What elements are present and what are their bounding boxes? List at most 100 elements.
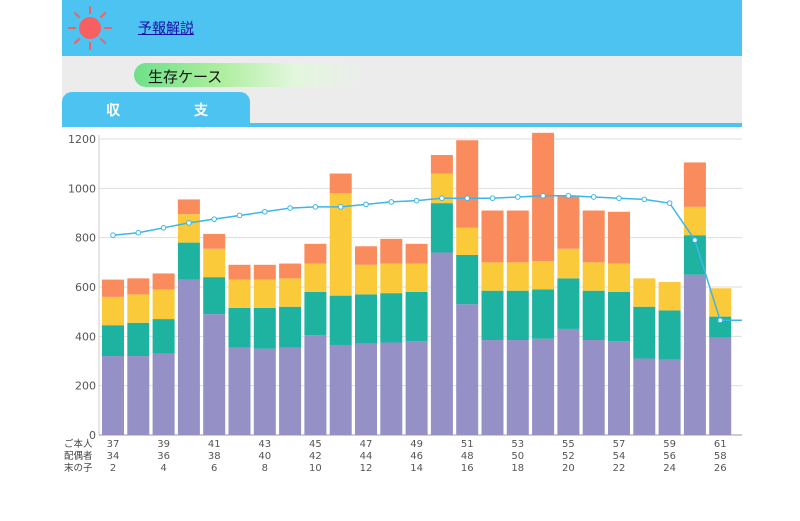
- header-bar: 予報解説: [62, 0, 742, 56]
- bar-segment: [608, 341, 630, 435]
- bar-segment: [405, 291, 428, 342]
- bar-segment: [633, 278, 656, 307]
- y-tick-label: 1200: [68, 133, 96, 146]
- bar-segment: [658, 359, 681, 435]
- bar-segment: [102, 356, 124, 435]
- bar-segment: [279, 278, 302, 307]
- line-point: [413, 197, 420, 204]
- line-point: [186, 220, 192, 226]
- bar-segment: [279, 263, 302, 279]
- sun-icon: [68, 6, 112, 50]
- bar-segment: [177, 199, 200, 215]
- line-point: [110, 232, 116, 238]
- x-tick-label: 54: [613, 451, 626, 462]
- forecast-explanation-link[interactable]: 予報解説: [138, 21, 194, 37]
- line-point: [160, 225, 167, 231]
- line-point: [666, 200, 673, 206]
- bar-segment: [102, 296, 124, 326]
- line-point: [590, 194, 597, 200]
- bar-segment: [253, 307, 276, 349]
- bar-segment: [405, 341, 428, 435]
- bar-segment: [355, 343, 377, 435]
- bar-segment: [380, 293, 403, 343]
- bar-segment: [253, 348, 276, 435]
- bar-segment: [506, 262, 529, 291]
- bar-segment: [380, 342, 403, 435]
- line-point: [565, 192, 572, 199]
- x-tick-label: 36: [157, 451, 170, 462]
- x-tick-label: 58: [714, 451, 727, 462]
- bar-segment: [557, 195, 580, 249]
- x-tick-label: 42: [309, 451, 322, 462]
- x-tick-label: 57: [613, 439, 626, 450]
- bar-segment: [355, 264, 377, 295]
- x-tick-label: 59: [663, 439, 676, 450]
- bar-segment: [658, 282, 681, 311]
- x-tick-label: 14: [410, 463, 423, 474]
- line-point: [692, 237, 698, 243]
- line-point: [312, 204, 319, 210]
- bar-segment: [127, 356, 150, 435]
- bar-segment: [430, 252, 453, 435]
- bar-segment: [253, 264, 276, 280]
- x-tick-label: 56: [663, 451, 676, 462]
- bar-segment: [456, 254, 479, 305]
- bar-segment: [709, 316, 732, 338]
- x-tick-label: 47: [360, 439, 373, 450]
- bar-segment: [683, 162, 706, 207]
- y-tick-label: 200: [75, 380, 96, 393]
- tab-income-expense[interactable]: 収 支: [62, 92, 250, 124]
- bar-segment: [228, 279, 251, 308]
- x-tick-label: 16: [461, 463, 474, 474]
- bar-segment: [405, 243, 428, 264]
- x-tick-label: 50: [511, 451, 524, 462]
- bar-segment: [608, 211, 630, 264]
- x-tick-label: 45: [309, 439, 322, 450]
- bar-segment: [430, 173, 453, 204]
- bar-segment: [203, 233, 226, 249]
- x-tick-label: 52: [562, 451, 575, 462]
- line-point: [616, 195, 622, 201]
- x-tick-label: 51: [461, 439, 474, 450]
- bar-segment: [658, 310, 681, 360]
- bar-segment: [304, 243, 327, 264]
- x-tick-label: 49: [410, 439, 423, 450]
- bar-segment: [532, 289, 555, 339]
- bar-segment: [683, 206, 706, 236]
- x-tick-label: 44: [360, 451, 373, 462]
- bar-segment: [228, 347, 251, 435]
- line-point: [337, 204, 344, 210]
- bar-segment: [582, 340, 605, 435]
- bar-segment: [481, 340, 504, 435]
- bar-segment: [203, 277, 226, 315]
- bar-segment: [127, 322, 150, 357]
- bar-segment: [683, 274, 706, 435]
- bar-segment: [557, 248, 580, 279]
- bar-segment: [380, 238, 403, 264]
- x-tick-label: 18: [511, 463, 524, 474]
- row-label: 配偶者: [64, 450, 93, 462]
- x-tick-label: 40: [258, 451, 271, 462]
- bar-segment: [582, 210, 605, 263]
- bar-segment: [506, 340, 529, 435]
- line-point: [540, 192, 546, 199]
- bar-segment: [102, 325, 124, 357]
- y-tick-label: 400: [75, 330, 96, 343]
- bar-segment: [557, 278, 580, 329]
- bar-segment: [355, 294, 377, 344]
- y-tick-label: 600: [75, 281, 96, 294]
- line-point: [236, 212, 243, 219]
- bar-segment: [228, 307, 251, 348]
- y-tick-label: 0: [89, 429, 96, 442]
- line-point: [262, 208, 268, 215]
- bar-segment: [102, 279, 124, 297]
- line-point: [515, 194, 521, 200]
- x-tick-label: 61: [714, 439, 727, 450]
- bar-segment: [279, 347, 302, 435]
- line-point: [489, 195, 496, 201]
- bar-segment: [506, 210, 529, 263]
- bar-segment: [709, 337, 732, 435]
- bar-segment: [430, 155, 453, 174]
- x-tick-label: 12: [360, 463, 373, 474]
- bar-segment: [304, 291, 327, 336]
